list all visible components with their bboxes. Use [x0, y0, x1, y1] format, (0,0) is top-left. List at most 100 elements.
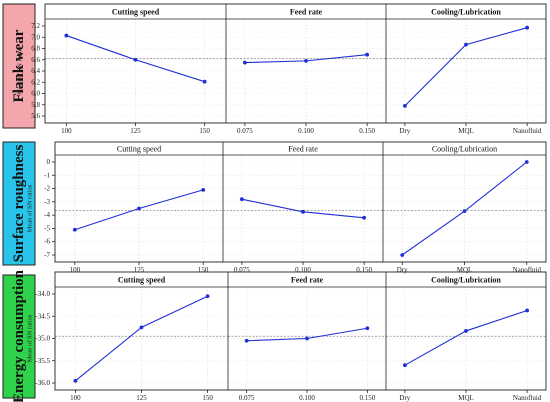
- y-tick-label: -2: [44, 185, 50, 193]
- x-tick-label: 100: [70, 266, 81, 274]
- panel-title: Cooling/Lubrication: [431, 276, 501, 285]
- x-tick-label: MQL: [457, 266, 473, 274]
- series-line: [401, 161, 528, 256]
- y-tick-label: -35.0: [35, 335, 50, 343]
- panel-title: Feed rate: [291, 276, 324, 285]
- data-point: [301, 209, 305, 214]
- data-point: [400, 253, 405, 257]
- y-axis-label: Mean of SN ratios: [27, 314, 34, 362]
- data-point: [73, 378, 78, 383]
- response-row-2: Energy consumption Mean of SN ratios -34.0…: [2, 269, 547, 402]
- x-tick-label: 0.100: [299, 394, 315, 402]
- x-tick-label: 0.075: [237, 127, 253, 135]
- x-tick-label: Dry: [397, 266, 408, 274]
- panel-title: Cutting speed: [117, 145, 161, 154]
- response-label-box: [2, 274, 36, 399]
- data-point: [244, 338, 249, 343]
- data-point: [201, 188, 206, 192]
- x-tick-label: 0.150: [359, 394, 375, 402]
- x-tick-label: Nanofluid: [513, 127, 542, 135]
- factor-panel: Feed rate 0.075 0.100 0.150: [225, 4, 386, 135]
- data-point: [524, 160, 529, 164]
- factor-panel: Feed rate 0.075 0.100 0.150: [227, 272, 386, 402]
- data-point: [464, 329, 468, 333]
- response-label: Energy consumption: [11, 269, 27, 402]
- data-point: [365, 326, 370, 331]
- x-tick-label: Dry: [399, 394, 410, 402]
- x-tick-label: 125: [136, 394, 147, 402]
- x-tick-label: Nanofluid: [513, 266, 542, 274]
- data-point: [304, 58, 308, 63]
- x-tick-label: 0.075: [239, 394, 255, 402]
- factor-panel: Cooling/Lubrication Dry MQL Nanofluid: [382, 142, 546, 274]
- y-tick-label: -34.5: [35, 312, 50, 320]
- y-axis-label: Mean of SN ratios: [27, 184, 34, 232]
- factor-panel: Cutting speed 100 125 150: [45, 8, 226, 135]
- x-tick-label: 150: [199, 127, 210, 135]
- y-tick-label: -1: [44, 171, 50, 179]
- panel-title: Cutting speed: [118, 276, 166, 285]
- data-point: [72, 227, 77, 232]
- data-point: [133, 57, 138, 62]
- response-label: Surface roughness: [11, 145, 27, 263]
- y-tick-label: -5: [44, 224, 50, 232]
- factor-panel: Cutting speed 100 125 150: [55, 145, 223, 274]
- y-tick-label: -4: [44, 211, 50, 219]
- x-tick-label: 0.100: [295, 266, 311, 274]
- panel-title: Cooling/Lubrication: [431, 8, 501, 17]
- data-point: [137, 206, 141, 211]
- x-tick-label: 0.150: [356, 266, 372, 274]
- data-point: [365, 52, 370, 57]
- y-tick-label: -36.0: [35, 379, 50, 387]
- data-point: [202, 79, 207, 84]
- y-tick-label: -34.0: [35, 290, 50, 298]
- panel-title: Cutting speed: [112, 8, 160, 17]
- row-frame: [54, 271, 547, 391]
- data-point: [64, 33, 69, 38]
- x-tick-label: Nanofluid: [513, 394, 542, 402]
- panel-title: Feed rate: [288, 145, 318, 154]
- factor-panel: Cooling/Lubrication Dry MQL Nanofluid: [385, 272, 546, 402]
- y-tick-label: -7: [44, 251, 50, 259]
- response-row-1: Surface roughness Mean of SN ratios 0 -1 -2 -…: [2, 141, 547, 274]
- x-tick-label: 150: [202, 394, 213, 402]
- x-tick-label: MQL: [458, 127, 474, 135]
- x-tick-label: 125: [130, 127, 141, 135]
- y-tick-label: 5.6: [31, 112, 40, 120]
- y-tick-label: 5.8: [31, 101, 40, 109]
- x-tick-label: 0.075: [234, 266, 250, 274]
- y-tick-label: -6: [44, 238, 50, 246]
- x-tick-label: Dry: [399, 127, 410, 135]
- y-tick-label: 6.0: [31, 90, 40, 98]
- x-tick-label: 125: [134, 266, 145, 274]
- response-label: Flank wear: [11, 29, 27, 102]
- y-tick-label: 0: [47, 158, 51, 166]
- row-frame: [54, 141, 547, 263]
- data-point: [362, 215, 367, 220]
- factor-panel: Cutting speed 100 125 150: [55, 276, 228, 402]
- data-point: [402, 363, 407, 368]
- data-point: [462, 209, 467, 214]
- y-tick-label: 6.4: [31, 67, 40, 75]
- x-tick-label: 100: [61, 127, 72, 135]
- data-point: [525, 25, 530, 30]
- factor-panel: Cooling/Lubrication Dry MQL Nanofluid: [385, 4, 546, 135]
- panel-title: Cooling/Lubrication: [432, 145, 497, 154]
- data-point: [464, 42, 468, 47]
- x-tick-label: 150: [198, 266, 209, 274]
- data-point: [205, 294, 210, 299]
- data-point: [402, 103, 407, 108]
- x-tick-label: 0.150: [359, 127, 375, 135]
- response-label-box: [2, 141, 36, 266]
- data-point: [305, 336, 309, 341]
- y-tick-label: 6.6: [31, 56, 40, 64]
- y-tick-label: -3: [44, 198, 50, 206]
- x-tick-label: MQL: [458, 394, 474, 402]
- x-tick-label: 100: [70, 394, 81, 402]
- data-point: [239, 197, 244, 202]
- y-axis-label: Mean of SN ratios: [17, 47, 24, 95]
- y-tick-label: -35.5: [35, 357, 50, 365]
- x-tick-label: 0.100: [298, 127, 314, 135]
